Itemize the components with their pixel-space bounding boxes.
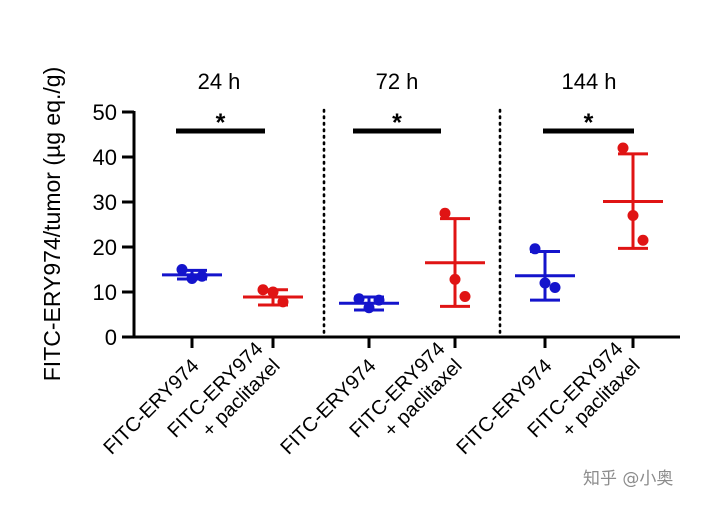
- timepoint-label: 72 h: [376, 69, 419, 94]
- significance-marker: *: [584, 109, 594, 137]
- significance-marker: *: [216, 109, 226, 137]
- y-axis-title: FITC-ERY974/tumor (µg eq./g): [39, 67, 65, 382]
- x-tick-label: FITC-ERY974+ paclitaxel: [163, 338, 284, 459]
- data-point: [257, 284, 269, 296]
- data-point: [617, 142, 629, 154]
- data-point: [549, 282, 561, 293]
- data-point: [459, 291, 471, 302]
- data-point: [439, 207, 451, 219]
- data-point: [176, 264, 188, 275]
- data-point: [186, 273, 198, 284]
- watermark: 知乎 @小奥: [583, 469, 674, 489]
- data-point: [529, 243, 541, 255]
- data-point: [373, 294, 385, 306]
- data-point: [353, 293, 365, 305]
- y-tick-label: 20: [93, 235, 117, 260]
- y-tick-label: 40: [93, 145, 117, 170]
- x-tick-label: FITC-ERY974: [452, 355, 556, 459]
- significance-marker: *: [392, 109, 402, 137]
- timepoint-label: 24 h: [198, 69, 241, 94]
- y-tick-label: 50: [93, 100, 117, 125]
- data-point: [277, 296, 289, 308]
- data-point: [196, 270, 208, 282]
- timepoint-label: 144 h: [561, 69, 616, 94]
- y-tick-label: 30: [93, 190, 117, 215]
- data-point: [539, 277, 551, 289]
- y-tick-label: 10: [93, 280, 117, 305]
- data-point: [637, 234, 649, 246]
- x-tick-label-line: FITC-ERY974: [452, 355, 556, 459]
- y-tick-label: 0: [105, 325, 117, 350]
- data-point: [449, 273, 461, 285]
- data-point: [627, 210, 639, 221]
- data-point: [267, 286, 279, 298]
- data-point: [363, 302, 375, 314]
